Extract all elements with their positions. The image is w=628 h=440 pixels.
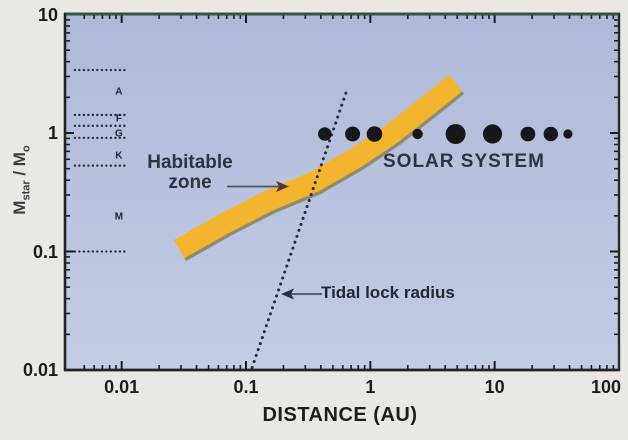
x-tick-label-100: 100	[590, 377, 622, 397]
spectral-class-F: F	[115, 113, 122, 125]
planet-dot-pluto	[563, 129, 573, 139]
planet-dot-earth	[366, 126, 383, 142]
habitable-zone-label-line2: zone	[168, 172, 212, 193]
spectral-class-M: M	[114, 211, 124, 223]
habitable-zone-label: Habitable zone	[127, 153, 253, 193]
x-tick-label-0.01: 0.01	[104, 377, 140, 397]
tidal-arrow-head	[281, 288, 294, 300]
planet-dot-mercury	[318, 127, 332, 141]
y-axis-title-sub-star: star	[20, 180, 33, 201]
habitable-zone-band	[174, 74, 463, 259]
x-tick-label-1: 1	[365, 377, 376, 397]
spectral-class-G: G	[115, 128, 123, 140]
y-axis-title-slash-m: / M	[10, 152, 29, 181]
spectral-class-K: K	[115, 150, 123, 162]
tidal-lock-radius-label: Tidal lock radius	[321, 283, 455, 302]
habitable-zone-label-line1: Habitable	[147, 152, 233, 173]
planet-dot-venus	[345, 126, 361, 142]
x-tick-label-10: 10	[484, 377, 505, 397]
habitable-arrow-head	[276, 181, 289, 192]
y-axis-title-sub-sun: o	[20, 145, 33, 153]
solar-system-label: SOLAR SYSTEM	[383, 151, 545, 172]
planet-dot-neptune	[543, 126, 558, 142]
x-axis-title: DISTANCE (AU)	[262, 404, 418, 426]
y-tick-label-10: 10	[37, 4, 58, 25]
x-tick-label-0.1: 0.1	[233, 377, 259, 397]
planet-dot-saturn	[482, 124, 503, 144]
spectral-class-A: A	[115, 86, 123, 98]
planet-dot-mars	[412, 128, 423, 140]
planet-dot-jupiter	[445, 124, 466, 144]
y-axis-title-m: M	[10, 200, 29, 215]
y-tick-label-0.01: 0.01	[22, 360, 58, 380]
plot-background	[65, 14, 619, 370]
planet-dot-uranus	[520, 126, 536, 142]
y-tick-label-0.1: 0.1	[32, 241, 58, 262]
y-tick-label-1: 1	[47, 123, 58, 143]
